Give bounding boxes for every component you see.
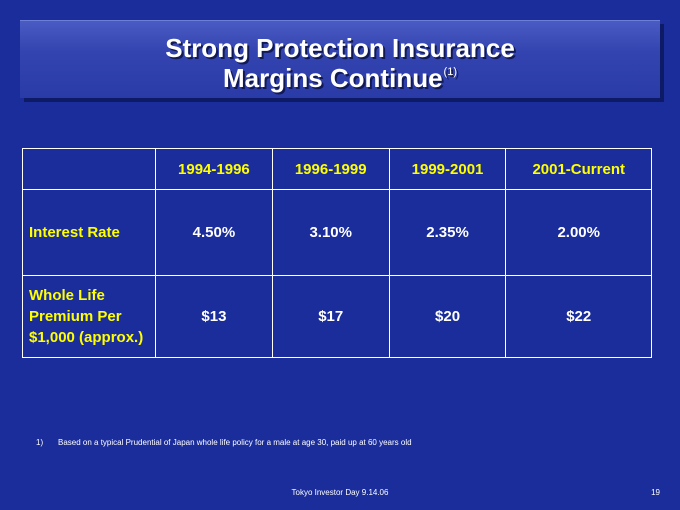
footnote: 1) Based on a typical Prudential of Japan… <box>36 438 412 447</box>
column-header: 1996-1999 <box>271 148 390 190</box>
row-label-line: Premium Per <box>29 308 122 325</box>
footnote-text: Based on a typical Prudential of Japan w… <box>58 438 412 447</box>
table-cell: $22 <box>505 275 652 358</box>
footnote-number: 1) <box>36 438 44 447</box>
header-empty-cell <box>22 148 156 190</box>
row-label-line: Whole Life <box>29 287 105 304</box>
table-cell: 4.50% <box>155 189 273 276</box>
footnote-marker: (1) <box>443 66 457 78</box>
interest-premium-table: 1994-1996 1996-1999 1999-2001 2001-Curre… <box>22 148 652 358</box>
table-cell: $13 <box>155 275 273 358</box>
table-cell: $20 <box>388 275 507 358</box>
table-cell: 2.00% <box>505 189 652 276</box>
row-label-line: $1,000 (approx.) <box>29 329 144 346</box>
row-label-interest-rate: Interest Rate <box>22 189 156 276</box>
column-header: 2001-Current <box>505 148 652 190</box>
footer-text: Tokyo Investor Day 9.14.06 <box>291 488 389 497</box>
table-row-interest-rate: Interest Rate 4.50% 3.10% 2.35% 2.00% <box>22 189 652 276</box>
title-banner: Strong Protection Insurance Margins Cont… <box>20 20 660 98</box>
page-number: 19 <box>651 488 660 497</box>
slide-title-line1: Strong Protection Insurance <box>165 33 515 63</box>
row-label-premium: Whole Life Premium Per $1,000 (approx.) <box>22 275 156 358</box>
slide-title-line2-text: Margins Continue <box>222 63 443 93</box>
table-cell: 2.35% <box>388 189 507 276</box>
column-header: 1999-2001 <box>388 148 507 190</box>
table-row-premium: Whole Life Premium Per $1,000 (approx.) … <box>22 275 652 358</box>
column-header: 1994-1996 <box>155 148 273 190</box>
table-header-row: 1994-1996 1996-1999 1999-2001 2001-Curre… <box>22 148 652 190</box>
table-cell: 3.10% <box>271 189 390 276</box>
slide-title-line2: Margins Continue(1) <box>20 63 660 94</box>
table-cell: $17 <box>271 275 390 358</box>
